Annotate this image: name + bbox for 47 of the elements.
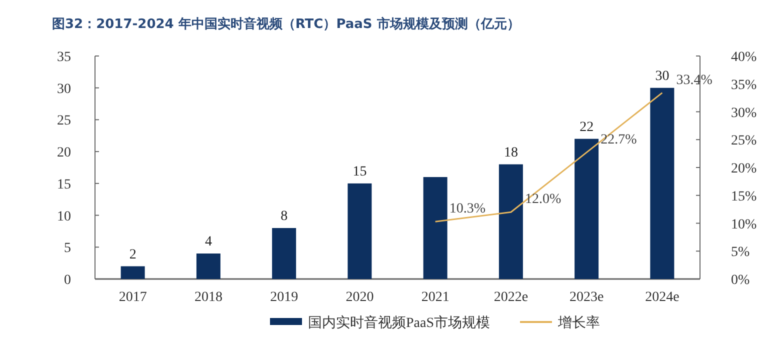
bar [574, 138, 599, 279]
y-tick-label: 15 [57, 177, 71, 192]
bar [348, 183, 372, 279]
y2-tick-label: 40% [731, 50, 757, 65]
legend-label: 国内实时音视频PaaS市场规模 [308, 315, 490, 331]
data-label: 30 [655, 68, 670, 84]
legend-label: 增长率 [557, 315, 600, 331]
bar [650, 88, 674, 279]
y-tick-label: 30 [57, 82, 71, 97]
y2-tick-label: 35% [731, 78, 757, 93]
bar [196, 254, 220, 279]
y-tick-label: 20 [57, 146, 71, 161]
data-label: 10.3% [449, 202, 486, 217]
bar [498, 164, 523, 279]
legend-增长率: 增长率 [520, 316, 600, 331]
x-tick-label: 2021 [421, 290, 450, 305]
data-label: 22.7% [600, 132, 638, 148]
x-tick-label: 2017 [118, 290, 147, 305]
x-tick-label: 2024e [645, 290, 680, 305]
y2-tick-label: 30% [731, 106, 757, 121]
x-tick-label: 2022e [494, 290, 528, 305]
x-tick-label: 2023e [569, 290, 604, 305]
y-tick-label: 5 [64, 241, 71, 256]
y2-tick-label: 20% [731, 162, 757, 176]
y2-tick-label: 5% [731, 245, 750, 260]
data-label: 22 [580, 120, 594, 135]
y2-tick-label: 10% [731, 217, 757, 232]
data-label: 4 [204, 234, 212, 250]
y-tick-label: 35 [57, 50, 71, 65]
x-tick-label: 2020 [346, 290, 374, 305]
y-tick-label: 10 [57, 209, 71, 224]
bar [272, 228, 296, 279]
x-tick-label: 2019 [270, 290, 298, 305]
data-label: 15 [352, 164, 367, 180]
y2-tick-label: 25% [731, 134, 757, 149]
data-label: 8 [280, 209, 288, 224]
data-label: 18 [504, 145, 518, 160]
y-tick-label: 0 [64, 273, 71, 288]
bar [120, 266, 145, 279]
data-label: 12.0% [524, 192, 562, 208]
y2-tick-label: 15% [731, 189, 757, 204]
bar [423, 177, 448, 279]
data-label: 2 [129, 247, 136, 262]
y2-tick-label: 0% [731, 273, 750, 288]
x-tick-label: 2018 [194, 290, 222, 305]
y-tick-label: 25 [57, 114, 71, 129]
chart-title: 图32：2017-2024 年中国实时音视频（RTC）PaaS 市场规模及预测（亿元） [52, 16, 520, 32]
